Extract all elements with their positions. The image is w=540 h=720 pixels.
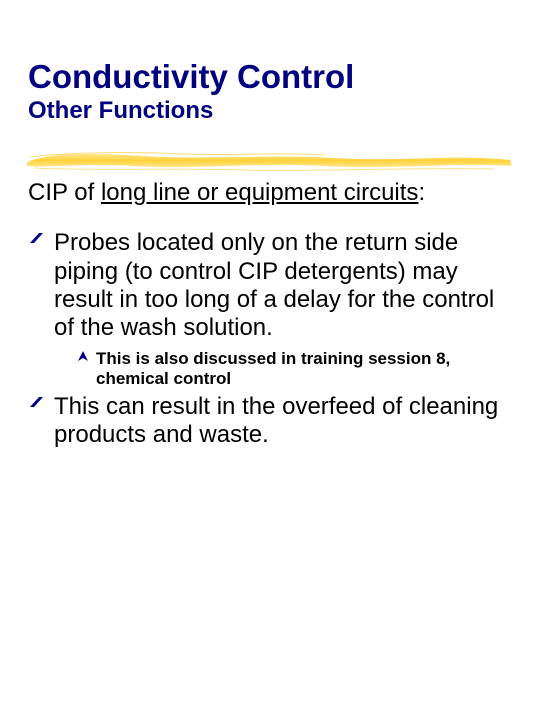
- slide-title: Conductivity Control: [28, 60, 512, 95]
- bullet-glyph-icon: [76, 349, 90, 370]
- list-subitem-text: This is also discussed in training sessi…: [96, 349, 512, 389]
- list-item-text: This can result in the overfeed of clean…: [54, 393, 512, 450]
- list-item: Probes located only on the return side p…: [28, 229, 512, 342]
- brush-underline: [24, 148, 516, 174]
- section-heading-suffix: :: [418, 179, 425, 206]
- section-heading-prefix: CIP of: [28, 179, 101, 206]
- section-heading-underline: long line or equipment circuits: [101, 179, 419, 206]
- list-item-text: Probes located only on the return side p…: [54, 229, 512, 342]
- list-subitem: This is also discussed in training sessi…: [76, 349, 512, 389]
- bullet-list: Probes located only on the return side p…: [28, 229, 512, 449]
- section-heading: CIP of long line or equipment circuits:: [28, 179, 512, 208]
- list-item: This can result in the overfeed of clean…: [28, 393, 512, 450]
- slide-subtitle: Other Functions: [28, 97, 512, 125]
- bullet-glyph-icon: [28, 393, 46, 420]
- bullet-glyph-icon: [28, 229, 46, 256]
